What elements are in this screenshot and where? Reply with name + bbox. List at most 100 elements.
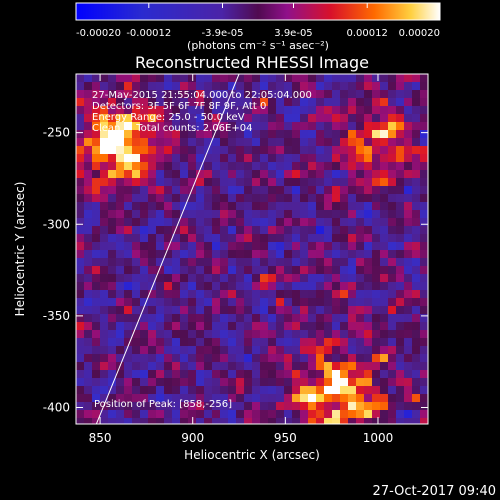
heatmap-cell <box>244 410 252 418</box>
heatmap-cell <box>292 378 300 386</box>
heatmap-cell <box>364 418 372 424</box>
heatmap-cell <box>140 386 148 394</box>
heatmap-cell <box>412 282 420 290</box>
heatmap-cell <box>348 346 356 354</box>
heatmap-cell <box>396 338 404 346</box>
heatmap-cell <box>148 82 156 90</box>
heatmap-cell <box>84 138 92 146</box>
heatmap-cell <box>244 146 252 154</box>
heatmap-cell <box>228 378 236 386</box>
heatmap-cell <box>356 234 364 242</box>
heatmap-cell <box>420 202 428 210</box>
heatmap-cell <box>212 258 220 266</box>
heatmap-cell <box>348 162 356 170</box>
plot-area: 850 900 950 1000-250-300-350-400 27-May-201… <box>43 73 429 445</box>
heatmap-cell <box>156 322 164 330</box>
heatmap-cell <box>332 210 340 218</box>
heatmap-cell <box>116 74 124 82</box>
heatmap-cell <box>380 146 388 154</box>
heatmap-cell <box>332 194 340 202</box>
heatmap-cell <box>132 82 140 90</box>
heatmap-cell <box>372 282 380 290</box>
heatmap-cell <box>420 314 428 322</box>
heatmap-cell <box>260 370 268 378</box>
heatmap-cell <box>396 274 404 282</box>
heatmap-cell <box>108 130 116 138</box>
heatmap-cell <box>244 218 252 226</box>
heatmap-cell <box>292 266 300 274</box>
heatmap-cell <box>292 298 300 306</box>
heatmap-cell <box>188 258 196 266</box>
heatmap-cell <box>364 194 372 202</box>
heatmap-cell <box>348 226 356 234</box>
heatmap-cell <box>180 106 188 114</box>
heatmap-cell <box>324 402 332 410</box>
heatmap-cell <box>196 162 204 170</box>
heatmap-cell <box>308 322 316 330</box>
heatmap-cell <box>236 154 244 162</box>
heatmap-cell <box>164 394 172 402</box>
heatmap-cell <box>196 314 204 322</box>
heatmap-cell <box>420 322 428 330</box>
heatmap-cell <box>156 162 164 170</box>
heatmap-cell <box>92 322 100 330</box>
heatmap-cell <box>404 250 412 258</box>
heatmap-cell <box>380 250 388 258</box>
annotation-energy: Energy Range: 25.0 - 50.0 keV <box>92 112 245 123</box>
heatmap-cell <box>116 370 124 378</box>
heatmap-cell <box>84 250 92 258</box>
heatmap-cell <box>300 194 308 202</box>
heatmap-cell <box>220 362 228 370</box>
heatmap-cell <box>164 410 172 418</box>
heatmap-cell <box>340 346 348 354</box>
heatmap-cell <box>332 290 340 298</box>
heatmap-cell <box>228 98 236 106</box>
heatmap-cell <box>92 178 100 186</box>
heatmap-cell <box>300 226 308 234</box>
heatmap-cell <box>204 218 212 226</box>
heatmap-cell <box>252 386 260 394</box>
heatmap-cell <box>284 362 292 370</box>
heatmap-cell <box>276 122 284 130</box>
heatmap-cell <box>300 234 308 242</box>
heatmap-cell <box>308 154 316 162</box>
heatmap-cell <box>212 218 220 226</box>
heatmap-cell <box>228 74 236 82</box>
heatmap-cell <box>116 226 124 234</box>
heatmap-cell <box>220 82 228 90</box>
heatmap-cell <box>300 362 308 370</box>
heatmap-cell <box>300 146 308 154</box>
heatmap-cell <box>76 170 84 178</box>
heatmap-cell <box>100 218 108 226</box>
heatmap-cell <box>324 202 332 210</box>
heatmap-cell <box>324 386 332 394</box>
heatmap-cell <box>228 394 236 402</box>
heatmap-cell <box>116 114 124 122</box>
heatmap-cell <box>420 106 428 114</box>
heatmap-cell <box>380 386 388 394</box>
heatmap-cell <box>124 82 132 90</box>
heatmap-cell <box>124 138 132 146</box>
heatmap-cell <box>220 154 228 162</box>
heatmap-cell <box>284 338 292 346</box>
heatmap-cell <box>132 234 140 242</box>
heatmap-cell <box>140 98 148 106</box>
heatmap-cell <box>388 218 396 226</box>
heatmap-cell <box>84 386 92 394</box>
heatmap-cell <box>372 322 380 330</box>
heatmap-cell <box>148 370 156 378</box>
heatmap-cell <box>156 274 164 282</box>
heatmap-cell <box>276 170 284 178</box>
heatmap-cell <box>132 418 140 424</box>
heatmap-cell <box>316 202 324 210</box>
heatmap-cell <box>372 314 380 322</box>
heatmap-cell <box>212 346 220 354</box>
heatmap-cell <box>188 146 196 154</box>
heatmap-cell <box>196 114 204 122</box>
heatmap-cell <box>372 386 380 394</box>
heatmap-cell <box>220 138 228 146</box>
heatmap-cell <box>252 298 260 306</box>
heatmap-cell <box>268 170 276 178</box>
heatmap-cell <box>356 378 364 386</box>
heatmap-cell <box>132 114 140 122</box>
